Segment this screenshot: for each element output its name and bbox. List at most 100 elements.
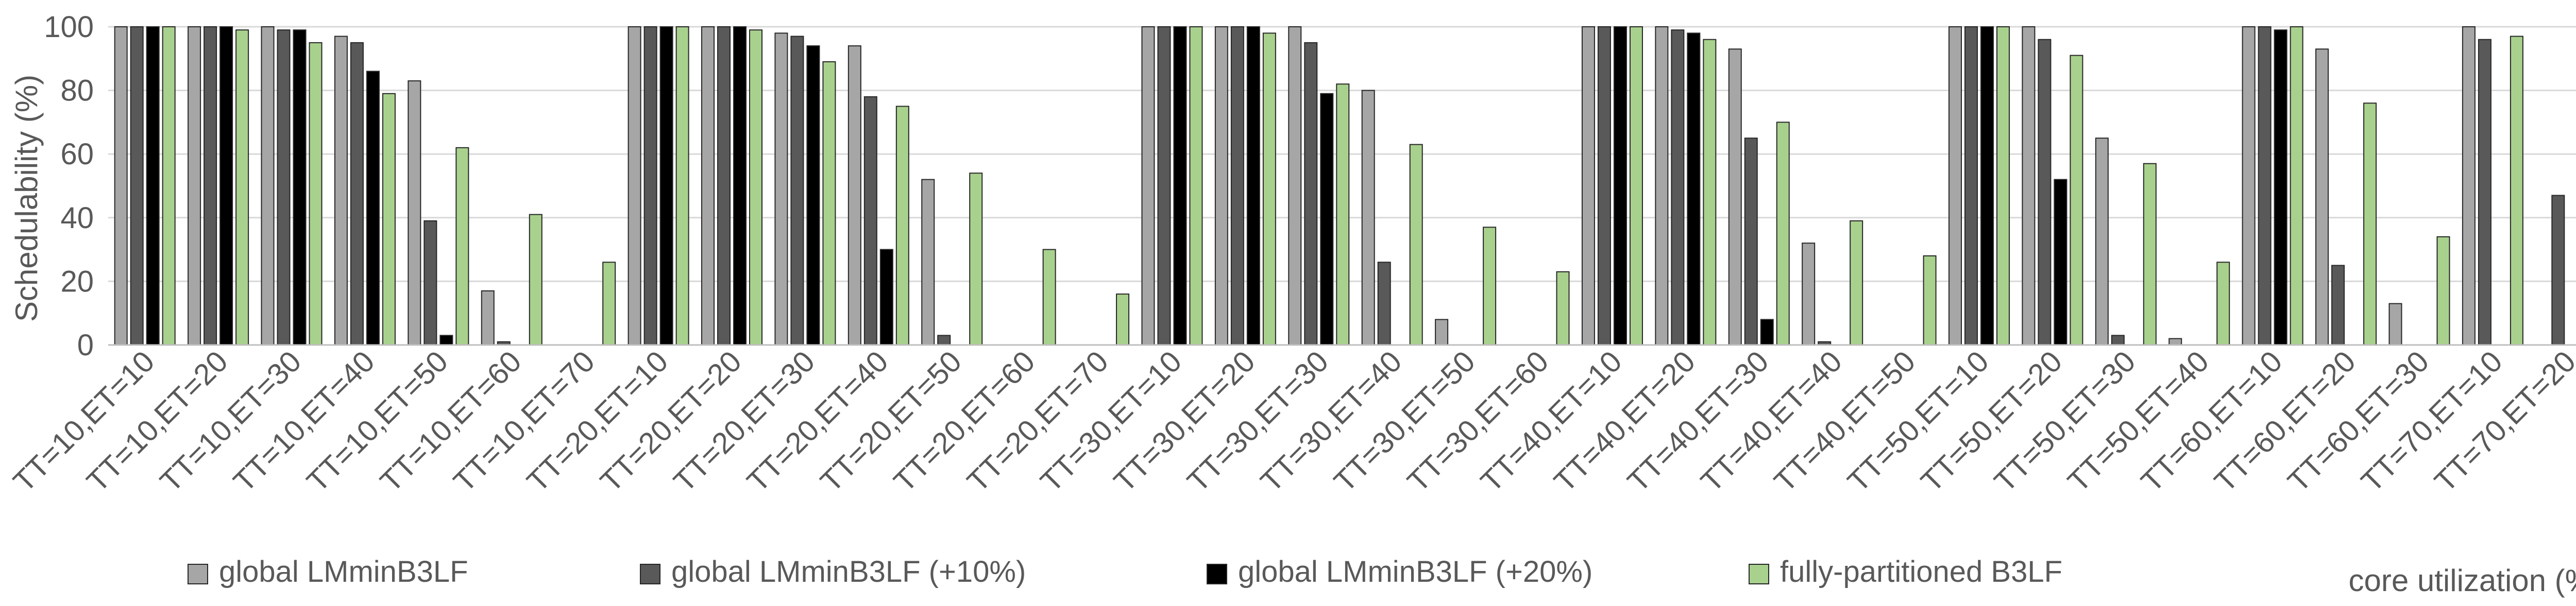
bar	[261, 26, 275, 345]
bar	[2388, 303, 2402, 345]
bar	[188, 26, 201, 345]
bar	[848, 45, 861, 345]
y-tick-label: 100	[44, 10, 94, 44]
bar	[717, 26, 731, 345]
bar	[733, 26, 747, 345]
bar	[749, 29, 762, 346]
bar	[1214, 26, 1228, 345]
bar	[423, 220, 437, 346]
y-tick-label: 0	[77, 328, 94, 362]
bar	[408, 80, 421, 345]
bar	[1320, 93, 1334, 345]
bar	[1262, 32, 1276, 346]
legend-label: fully-partitioned B3LF	[1780, 555, 2062, 588]
bar	[334, 36, 348, 346]
bar	[1377, 262, 1391, 345]
y-tick-label: 40	[60, 201, 94, 235]
bar	[2462, 26, 2476, 345]
bar	[2510, 36, 2523, 346]
gridlines	[108, 26, 2576, 282]
bar	[2331, 265, 2345, 345]
bar	[1655, 26, 1669, 345]
legend-label: global LMminB3LF	[219, 555, 468, 588]
bar	[2054, 179, 2067, 345]
bar	[822, 61, 836, 346]
legend: global LMminB3LF global LMminB3LF (+10%) g…	[188, 555, 2062, 588]
bar	[1141, 26, 1155, 345]
bar	[1613, 26, 1627, 345]
bar	[219, 26, 233, 345]
bar	[1629, 26, 1643, 345]
bar	[628, 26, 641, 345]
bar	[2478, 39, 2492, 346]
bar	[806, 45, 820, 345]
bar	[643, 26, 657, 345]
bar	[1964, 26, 1978, 345]
bar	[309, 42, 323, 345]
bar	[863, 96, 877, 346]
bar	[1230, 26, 1244, 345]
legend-swatch	[1749, 564, 1769, 584]
bar	[1304, 42, 1318, 345]
bar	[2436, 236, 2450, 345]
legend-item: global LMminB3LF	[188, 555, 468, 588]
bar	[1336, 83, 1350, 346]
bar	[879, 249, 893, 345]
bar	[277, 29, 291, 346]
y-tick-label: 60	[60, 137, 94, 171]
y-tick-label: 80	[60, 74, 94, 108]
bar	[2551, 195, 2565, 345]
bar	[1948, 26, 1962, 345]
bars	[114, 26, 2565, 346]
bar	[659, 26, 673, 345]
bar	[1556, 271, 1570, 345]
bar	[1996, 26, 2010, 345]
bar	[937, 335, 951, 346]
bar	[1687, 32, 1701, 346]
bar	[1435, 319, 1449, 345]
y-axis-title: Schedulability (%)	[9, 75, 44, 322]
bar	[1980, 26, 1994, 345]
bar	[455, 147, 469, 345]
bar	[774, 32, 788, 346]
bar	[1703, 39, 1717, 346]
series-3	[162, 26, 2523, 346]
bar	[439, 335, 453, 346]
bar	[366, 71, 380, 345]
bar	[2315, 48, 2329, 345]
bar	[969, 172, 983, 345]
bar	[2111, 335, 2125, 346]
bar	[2258, 26, 2272, 345]
legend-label: global LMminB3LF (+20%)	[1238, 555, 1592, 588]
bar	[2168, 338, 2182, 346]
bar	[1597, 26, 1611, 345]
bar	[2143, 163, 2157, 345]
legend-swatch	[1207, 564, 1227, 584]
bar	[2022, 26, 2036, 345]
legend-item: global LMminB3LF (+20%)	[1207, 555, 1592, 588]
bar	[146, 26, 160, 345]
bar	[2242, 26, 2256, 345]
bar	[1409, 144, 1423, 345]
y-tick-label: 20	[60, 265, 94, 298]
bar	[1288, 26, 1302, 345]
series-0	[114, 26, 2476, 346]
bar	[350, 42, 364, 345]
bar	[2363, 102, 2377, 345]
bar	[382, 93, 396, 345]
bar	[204, 26, 217, 345]
bar	[1173, 26, 1187, 345]
bar	[1760, 319, 1774, 345]
bar	[130, 26, 144, 345]
bar	[701, 26, 715, 345]
bar	[293, 29, 307, 346]
bar	[2216, 262, 2230, 345]
bar	[1728, 48, 1742, 345]
bar	[1483, 227, 1497, 345]
bar	[2038, 39, 2052, 346]
bar	[1802, 243, 1816, 345]
bar	[895, 106, 909, 345]
bar	[1850, 220, 1863, 346]
bar	[162, 26, 176, 345]
